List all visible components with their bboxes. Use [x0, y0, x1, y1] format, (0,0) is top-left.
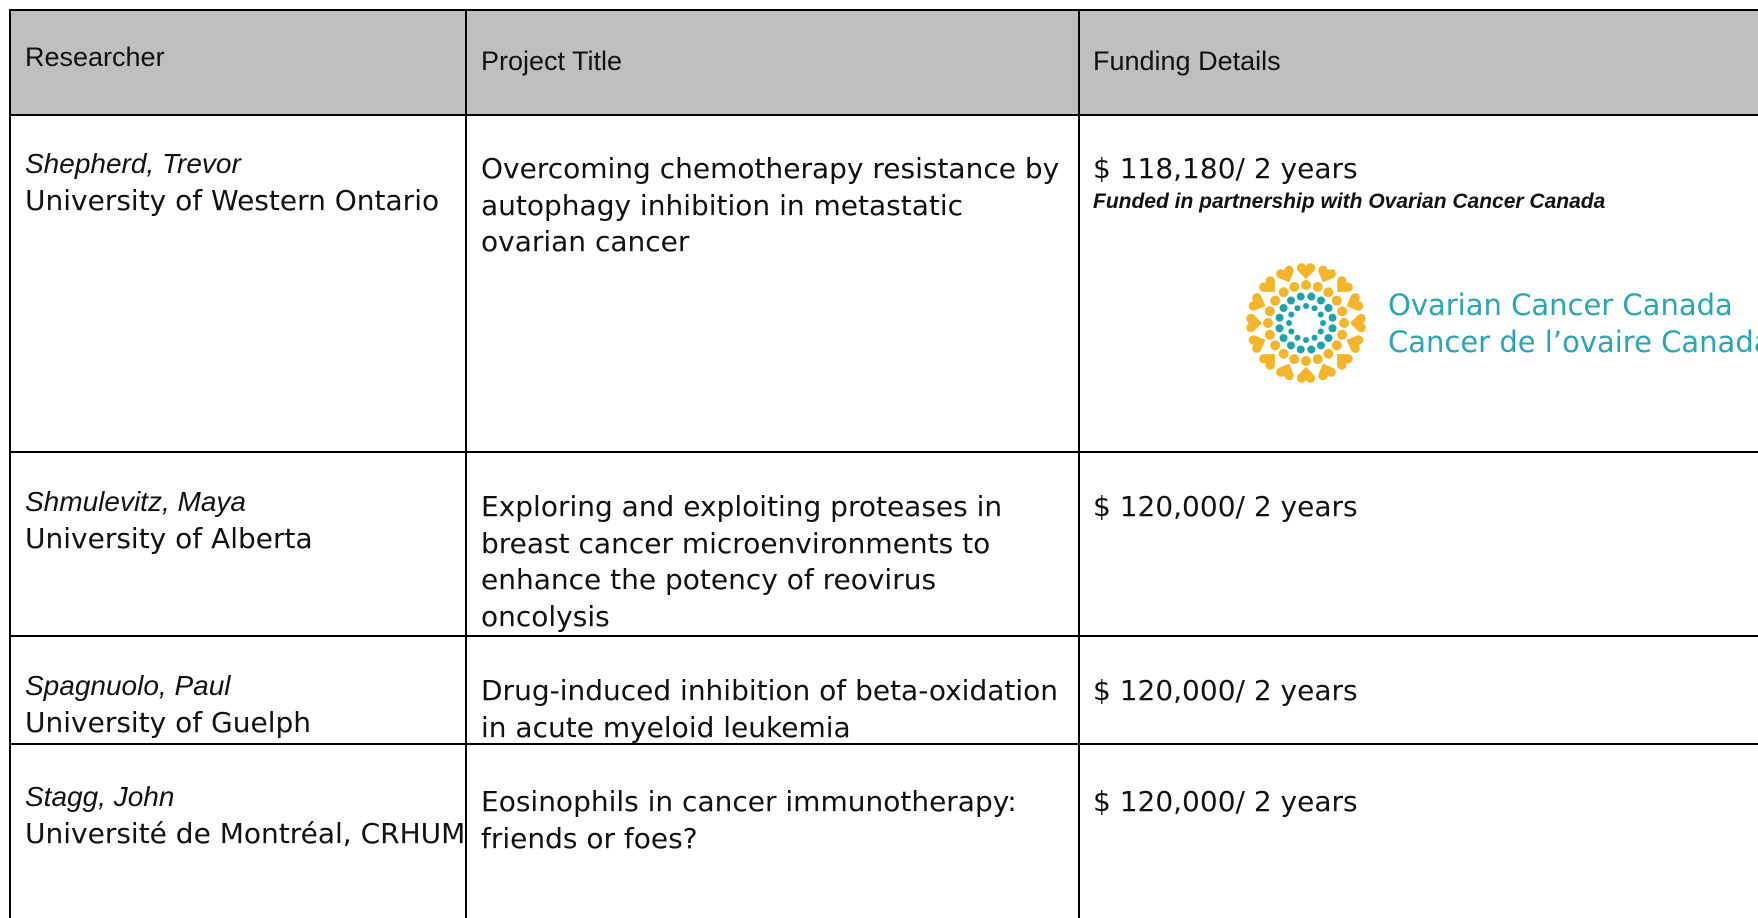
rule	[9, 635, 1758, 637]
logo-shape	[1337, 354, 1353, 370]
institution: University of Western Ontario	[25, 184, 440, 217]
logo-shape	[1294, 305, 1301, 312]
logo-shape	[1324, 303, 1333, 312]
logo-shape	[1296, 292, 1305, 301]
logo-text: Ovarian Cancer Canada	[1388, 288, 1733, 322]
funding: $ 120,000/ 2 years	[1093, 674, 1358, 707]
logo-shape	[1311, 305, 1318, 312]
project-title: Overcoming chemotherapy resistance by au…	[481, 152, 1060, 258]
logo-shape	[1317, 311, 1324, 318]
logo-shape	[1296, 263, 1316, 279]
logo-shape	[1246, 314, 1262, 332]
project-title: Drug-induced inhibition of beta-oxidatio…	[481, 674, 1059, 744]
project-title: Exploring and exploiting proteases in br…	[481, 490, 1003, 633]
logo-shape	[1337, 306, 1348, 317]
logo-shape	[1288, 328, 1295, 335]
funding-note: Funded in partnership with Ovarian Cance…	[1093, 190, 1606, 213]
logo-shape	[1294, 334, 1301, 341]
rule	[9, 743, 1758, 745]
logo-shape	[1317, 341, 1326, 350]
header-background	[9, 9, 1758, 115]
logo-shape	[1301, 280, 1311, 290]
logo-shape	[1296, 367, 1316, 383]
institution: University of Guelph	[25, 706, 312, 739]
rule	[1078, 9, 1080, 918]
logo-shape	[1323, 287, 1334, 298]
logo-shape	[1286, 320, 1292, 326]
logo-shape	[1331, 340, 1342, 351]
researcher-name: Shmulevitz, Maya	[25, 486, 246, 517]
funding: $ 120,000/ 2 years	[1093, 490, 1358, 523]
logo-shape	[1275, 324, 1284, 333]
rule	[9, 451, 1758, 453]
logo-shape	[1328, 313, 1337, 322]
logo-shape	[1346, 293, 1364, 311]
column-header: Funding Details	[1093, 46, 1281, 76]
logo-shape	[1312, 354, 1323, 365]
logo-shape	[1278, 287, 1289, 298]
logo-shape	[1279, 334, 1288, 343]
institution: University of Alberta	[25, 522, 313, 555]
logo-shape	[1324, 334, 1333, 343]
logo-shape	[1307, 292, 1316, 301]
column-header: Researcher	[25, 42, 165, 72]
funding: $ 120,000/ 2 years	[1093, 785, 1358, 818]
project-title: Eosinophils in cancer immunotherapy: fri…	[481, 785, 1017, 855]
logo-shape	[1248, 293, 1266, 311]
logo-shape	[1248, 335, 1266, 353]
logo-shape	[1264, 306, 1275, 317]
logo-shape	[1311, 334, 1318, 341]
researcher-name: Shepherd, Trevor	[25, 148, 241, 179]
institution: Université de Montréal, CRHUM	[25, 817, 466, 850]
logo-shape	[1312, 281, 1323, 292]
rule	[465, 9, 467, 918]
logo-shape	[1303, 303, 1309, 309]
logo-shape	[1289, 281, 1300, 292]
logo-shape	[1301, 356, 1311, 366]
logo-shape	[1259, 276, 1275, 292]
logo-shape	[1350, 314, 1366, 332]
logo-shape	[1270, 295, 1281, 306]
logo-shape	[1317, 296, 1326, 305]
logo-mark	[1246, 263, 1366, 383]
rule	[9, 114, 1758, 116]
logo-shape	[1264, 329, 1275, 340]
logo-shape	[1318, 363, 1336, 381]
logo-shape	[1279, 303, 1288, 312]
funding: $ 118,180/ 2 years	[1093, 152, 1358, 185]
logo-shape	[1296, 345, 1305, 354]
logo-shape	[1259, 354, 1275, 370]
logo-shape	[1270, 340, 1281, 351]
researcher-name: Spagnuolo, Paul	[25, 670, 231, 701]
logo-shape	[1337, 329, 1348, 340]
logo-shape	[1276, 363, 1294, 381]
logo-shape	[1286, 296, 1295, 305]
logo-shape	[1317, 328, 1324, 335]
logo-shape	[1303, 337, 1309, 343]
logo-shape	[1337, 276, 1353, 292]
logo-shape	[1275, 313, 1284, 322]
logo-shape	[1288, 311, 1295, 318]
researcher-name: Stagg, John	[25, 781, 175, 812]
column-header: Project Title	[481, 46, 623, 76]
logo-shape	[1289, 354, 1300, 365]
logo-shape	[1278, 348, 1289, 359]
logo-shape	[1286, 341, 1295, 350]
logo-shape	[1339, 318, 1349, 328]
logo-shape	[1328, 324, 1337, 333]
logo-text: Cancer de l’ovaire Canada	[1388, 325, 1758, 359]
logo-shape	[1331, 295, 1342, 306]
rule	[9, 9, 11, 918]
logo-shape	[1263, 318, 1273, 328]
rule	[9, 9, 1758, 11]
logo-shape	[1307, 345, 1316, 354]
logo-shape	[1323, 348, 1334, 359]
logo-shape	[1318, 265, 1336, 283]
logo-shape	[1346, 335, 1364, 353]
logo-shape	[1320, 320, 1326, 326]
logo-shape	[1276, 265, 1294, 283]
